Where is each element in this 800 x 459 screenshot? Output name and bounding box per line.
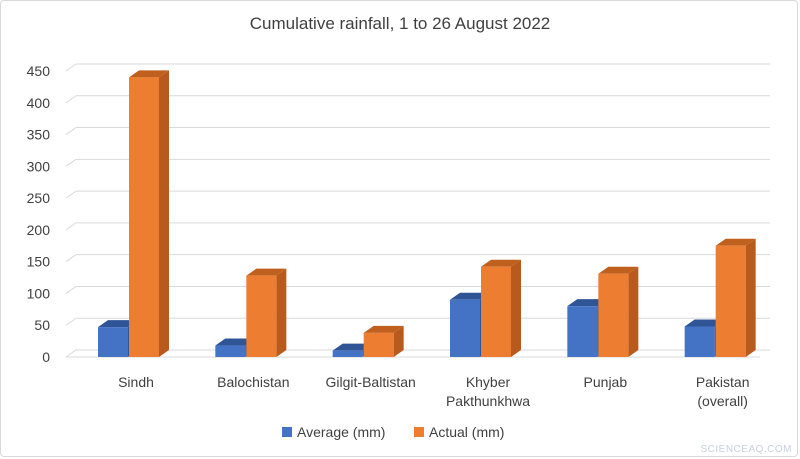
gridline-depth [65,222,77,231]
gridline-depth [65,317,77,326]
bar-top-actual-5 [715,238,756,246]
bar-top-average-2 [332,343,373,351]
y-tick-label: 50 [34,317,50,333]
bar-top-average-1 [215,338,256,346]
bar-top-actual-2 [363,325,404,333]
x-tick-label: (overall) [697,393,748,409]
bar-top-average-4 [567,299,608,307]
bar-actual-0 [129,77,159,357]
y-tick-label: 450 [27,63,51,79]
legend-swatch-average [282,427,292,437]
bar-top-actual-1 [246,268,287,276]
bar-top-actual-4 [598,266,639,274]
bar-average-4 [567,306,598,357]
bar-side-actual-2 [393,325,404,357]
x-tick-label: Pakistan [696,374,750,390]
y-tick-label: 300 [27,158,51,174]
chart-title: Cumulative rainfall, 1 to 26 August 2022 [250,14,551,33]
bar-actual-4 [598,273,629,357]
bar-side-actual-4 [628,266,639,357]
gridline-depth [65,63,77,72]
y-tick-label: 100 [27,285,51,301]
x-tick-label: Khyber [466,374,511,390]
gridline-depth [65,286,77,294]
bar-top-actual-0 [129,70,169,78]
gridline-depth [65,158,77,167]
y-tick-label: 200 [27,222,51,238]
bar-average-3 [450,299,480,357]
y-tick-label: 350 [27,127,51,143]
gridline-depth [65,349,77,358]
y-tick-label: 150 [27,254,51,270]
watermark: SCIENCEAQ.COM [700,444,792,455]
bar-top-actual-3 [481,259,521,267]
bar-side-actual-1 [276,268,287,357]
gridline-depth [65,190,77,199]
gridline-depth [65,254,77,263]
bar-average-0 [98,327,128,357]
bar-top-average-5 [684,319,725,327]
x-tick-label: Sindh [118,374,154,390]
bar-actual-5 [715,245,746,357]
bar-actual-1 [246,275,277,357]
legend-swatch-actual [414,427,424,437]
bar-average-5 [684,326,715,357]
bar-actual-2 [363,332,394,357]
bar-top-average-3 [450,292,490,300]
legend-label-average: Average (mm) [297,424,385,440]
bar-side-actual-0 [159,70,169,357]
y-tick-label: 0 [42,349,50,365]
bar-average-2 [332,350,363,357]
x-tick-label: Punjab [584,374,628,390]
x-tick-label: Balochistan [217,374,289,390]
gridline-depth [65,95,77,104]
legend-label-actual: Actual (mm) [429,424,504,440]
y-tick-label: 400 [27,95,51,111]
bar-top-average-0 [98,320,138,328]
bar-side-actual-3 [511,259,521,357]
gridline-depth [65,127,77,135]
y-tick-label: 250 [27,190,51,206]
bar-actual-3 [481,266,511,357]
bar-side-actual-5 [745,238,756,357]
x-tick-label: Gilgit-Baltistan [326,374,416,390]
x-tick-label: Pakthunkhwa [446,393,530,409]
bar-average-1 [215,345,246,357]
